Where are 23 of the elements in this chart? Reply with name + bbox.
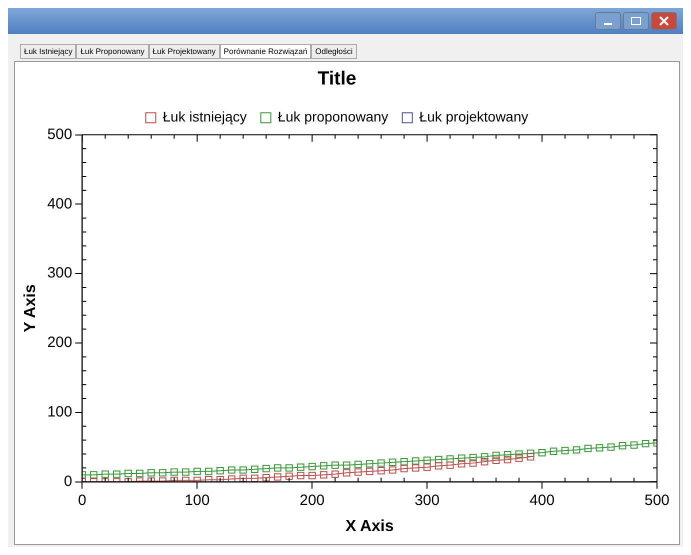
- text: Łuk Projektowany: [148, 44, 220, 59]
- x-tick-label: 100: [184, 492, 210, 509]
- chart-title: Title: [318, 68, 356, 90]
- y-tick-label: 100: [47, 404, 72, 421]
- legend-label: Łuk istniejący: [162, 108, 247, 125]
- text: Odległości: [311, 44, 357, 59]
- y-tick-label: 500: [47, 126, 72, 143]
- y-tick-label: 400: [47, 195, 72, 212]
- x-tick-label: 0: [78, 492, 86, 509]
- y-tick-label: 200: [47, 334, 72, 352]
- x-tick-label: 200: [300, 492, 325, 509]
- x-axis-title: X Axis: [345, 518, 394, 535]
- legend-label: Łuk projektowany: [419, 108, 528, 125]
- y-tick-label: 300: [47, 264, 72, 282]
- text: Łuk Proponowany: [76, 44, 149, 59]
- legend-label: Łuk proponowany: [278, 108, 388, 125]
- y-axis-title: Y Axis: [22, 284, 40, 332]
- y-tick-label: 0: [64, 472, 72, 490]
- x-tick-label: 300: [414, 492, 440, 509]
- text: Łuk Istniejący: [20, 44, 76, 59]
- x-tick-label: 400: [530, 492, 555, 509]
- x-tick-label: 500: [644, 492, 670, 509]
- text: Porównanie Rozwiązań: [220, 44, 312, 59]
